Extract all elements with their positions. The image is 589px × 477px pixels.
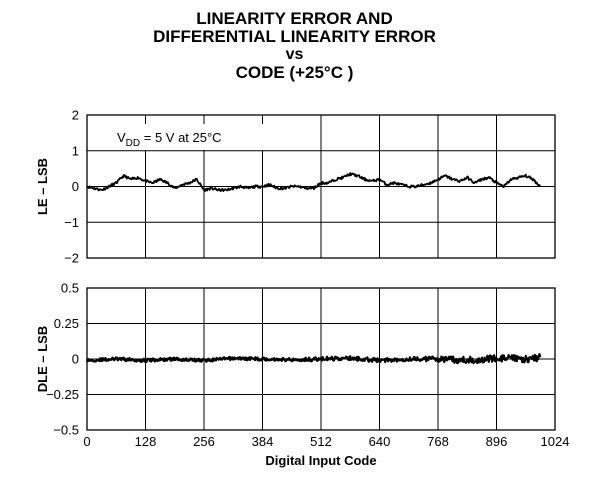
x-tick-label: 384 [252,434,274,449]
x-tick-label: 0 [83,434,90,449]
y-tick-label: 0 [72,352,79,367]
y-axis-title: LE – LSB [35,158,50,215]
y-tick-label: 1 [72,143,79,158]
y-tick-label: 0.25 [54,316,79,331]
x-tick-label: 896 [486,434,508,449]
chart-title-line-4: CODE (+25°C ) [235,63,354,82]
x-tick-label: 768 [427,434,449,449]
y-tick-label: −0.25 [46,387,79,402]
x-tick-label: 256 [193,434,215,449]
chart-title-line-3: vs [285,46,304,63]
y-axis-title: DLE – LSB [35,326,50,392]
x-tick-label: 512 [310,434,332,449]
series-line [85,353,542,365]
annotation-text: VDD = 5 V at 25°C [117,130,222,149]
x-axis-title: Digital Input Code [265,453,376,468]
x-tick-label: 1024 [541,434,570,449]
y-tick-label: 0.5 [61,281,79,296]
series-line [86,172,541,193]
chart-title-line-1: LINEARITY ERROR AND [196,9,393,28]
chart-title-line-2: DIFFERENTIAL LINEARITY ERROR [153,27,436,46]
y-tick-label: −2 [64,251,79,266]
x-tick-label: 640 [369,434,391,449]
x-tick-label: 128 [135,434,157,449]
y-tick-label: −1 [64,215,79,230]
le-panel: 2 1 0 −1 −2 VDD = 5 V at 25°C LE – LSB [35,108,556,266]
y-tick-label: 2 [72,108,79,123]
y-tick-label: −0.5 [53,423,79,438]
annotation-box [105,124,280,150]
y-tick-label: 0 [72,179,79,194]
dle-panel: 0.5 0.25 0 −0.25 −0.5 DLE – LSB 0 128 256 384 512 6… [35,281,569,469]
